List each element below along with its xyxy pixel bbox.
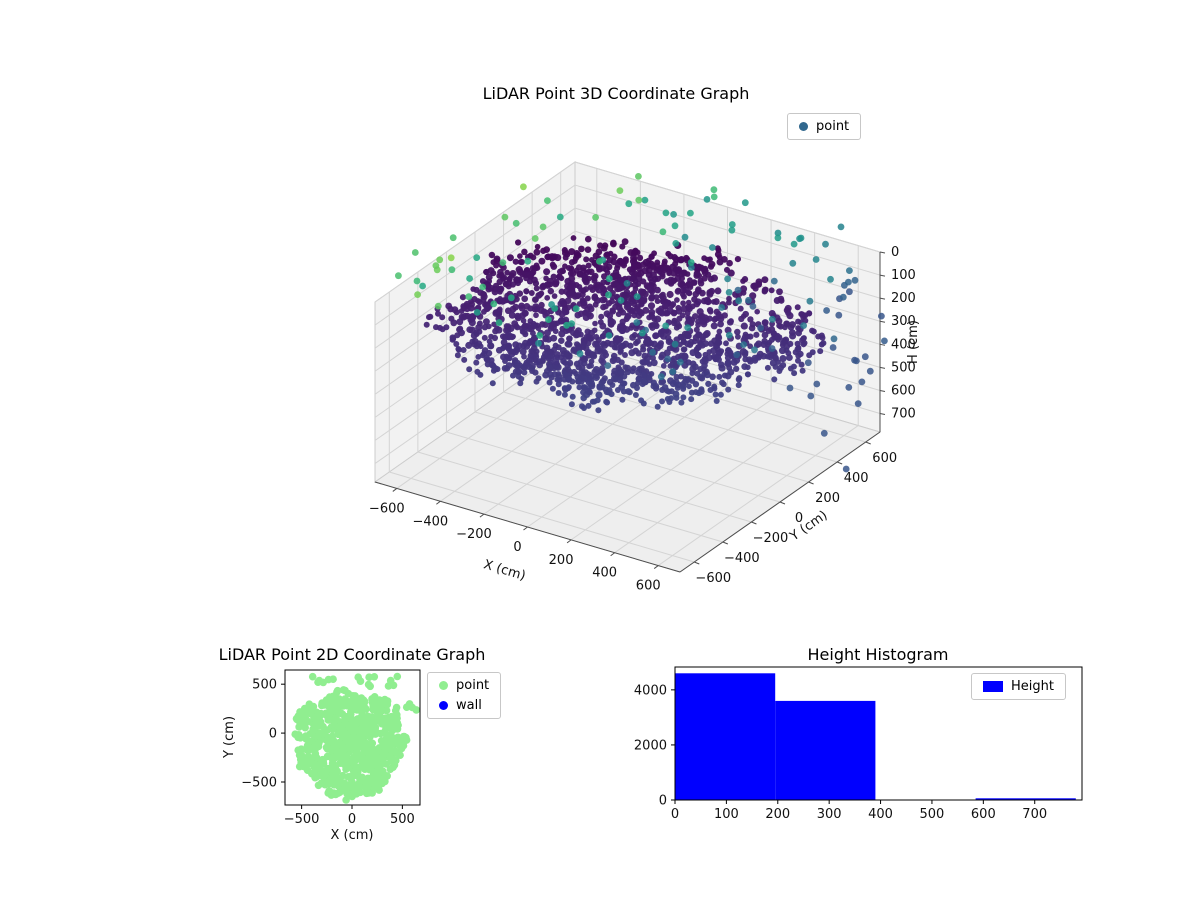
svg-text:400: 400 [844, 471, 869, 486]
legend-entry-point: point [799, 119, 849, 134]
svg-text:500: 500 [390, 812, 415, 827]
plot2d-axes: −500 0 500 −500 0 500 X (cm) Y (cm) [222, 669, 421, 843]
plot3d-points [395, 173, 888, 473]
legend-entry-wall: wall [439, 698, 489, 713]
svg-text:300: 300 [817, 807, 842, 822]
svg-text:Y (cm): Y (cm) [787, 508, 831, 545]
svg-text:0: 0 [348, 812, 356, 827]
svg-text:X (cm): X (cm) [331, 828, 374, 843]
legend-label-point: point [456, 678, 490, 693]
svg-text:−200: −200 [753, 531, 789, 546]
legend-label-height: Height [1011, 679, 1054, 694]
histogram-legend: Height [971, 673, 1066, 700]
svg-text:2000: 2000 [634, 738, 667, 753]
svg-text:X (cm): X (cm) [482, 557, 527, 584]
point-marker-icon [439, 681, 448, 690]
legend-label-point: point [816, 119, 850, 134]
point-marker-icon [799, 122, 808, 131]
svg-text:0: 0 [891, 245, 899, 260]
svg-text:400: 400 [592, 566, 617, 581]
svg-text:100: 100 [714, 807, 739, 822]
svg-text:700: 700 [1022, 807, 1047, 822]
svg-text:400: 400 [868, 807, 893, 822]
svg-text:200: 200 [815, 491, 840, 506]
svg-text:Y (cm): Y (cm) [222, 716, 237, 759]
svg-text:4000: 4000 [634, 683, 667, 698]
svg-text:300: 300 [891, 314, 916, 329]
legend-entry-point: point [439, 678, 489, 693]
svg-text:−200: −200 [456, 527, 492, 542]
svg-text:600: 600 [872, 451, 897, 466]
plot2d-legend: point wall [427, 672, 502, 719]
histogram-bars [675, 673, 1076, 800]
svg-text:100: 100 [891, 268, 916, 283]
svg-text:200: 200 [549, 553, 574, 568]
svg-text:−400: −400 [412, 514, 448, 529]
svg-text:0: 0 [671, 807, 679, 822]
svg-text:−500: −500 [241, 776, 277, 791]
svg-text:500: 500 [891, 360, 916, 375]
svg-text:600: 600 [891, 383, 916, 398]
svg-text:0: 0 [513, 540, 521, 555]
svg-text:0: 0 [659, 794, 667, 809]
svg-text:200: 200 [891, 291, 916, 306]
svg-text:600: 600 [971, 807, 996, 822]
plot3d-axes: −600−400−2000200400600−600−400−200020040… [369, 161, 921, 594]
svg-text:500: 500 [252, 678, 277, 693]
svg-text:−600: −600 [369, 501, 405, 516]
svg-text:700: 700 [891, 407, 916, 422]
legend-label-wall: wall [456, 698, 482, 713]
plot2d-points [291, 672, 421, 804]
height-swatch-icon [983, 681, 1003, 692]
svg-text:0: 0 [795, 511, 803, 526]
svg-text:0: 0 [269, 727, 277, 742]
svg-text:H (cm): H (cm) [906, 320, 921, 364]
legend-entry-height: Height [983, 679, 1054, 694]
svg-text:400: 400 [891, 337, 916, 352]
svg-text:200: 200 [765, 807, 790, 822]
wall-marker-icon [439, 701, 448, 710]
plot2d-title: LiDAR Point 2D Coordinate Graph [218, 645, 486, 664]
plot3d-legend: point [787, 113, 862, 140]
svg-text:600: 600 [636, 579, 661, 594]
histogram-axes: 0 100 200 300 400 500 600 700 0 2000 4000 [634, 666, 1083, 822]
svg-text:−500: −500 [284, 812, 320, 827]
svg-text:−600: −600 [695, 571, 731, 586]
plot3d-title: LiDAR Point 3D Coordinate Graph [482, 84, 750, 103]
histogram-title: Height Histogram [807, 645, 949, 664]
svg-text:−400: −400 [724, 551, 760, 566]
svg-text:500: 500 [920, 807, 945, 822]
